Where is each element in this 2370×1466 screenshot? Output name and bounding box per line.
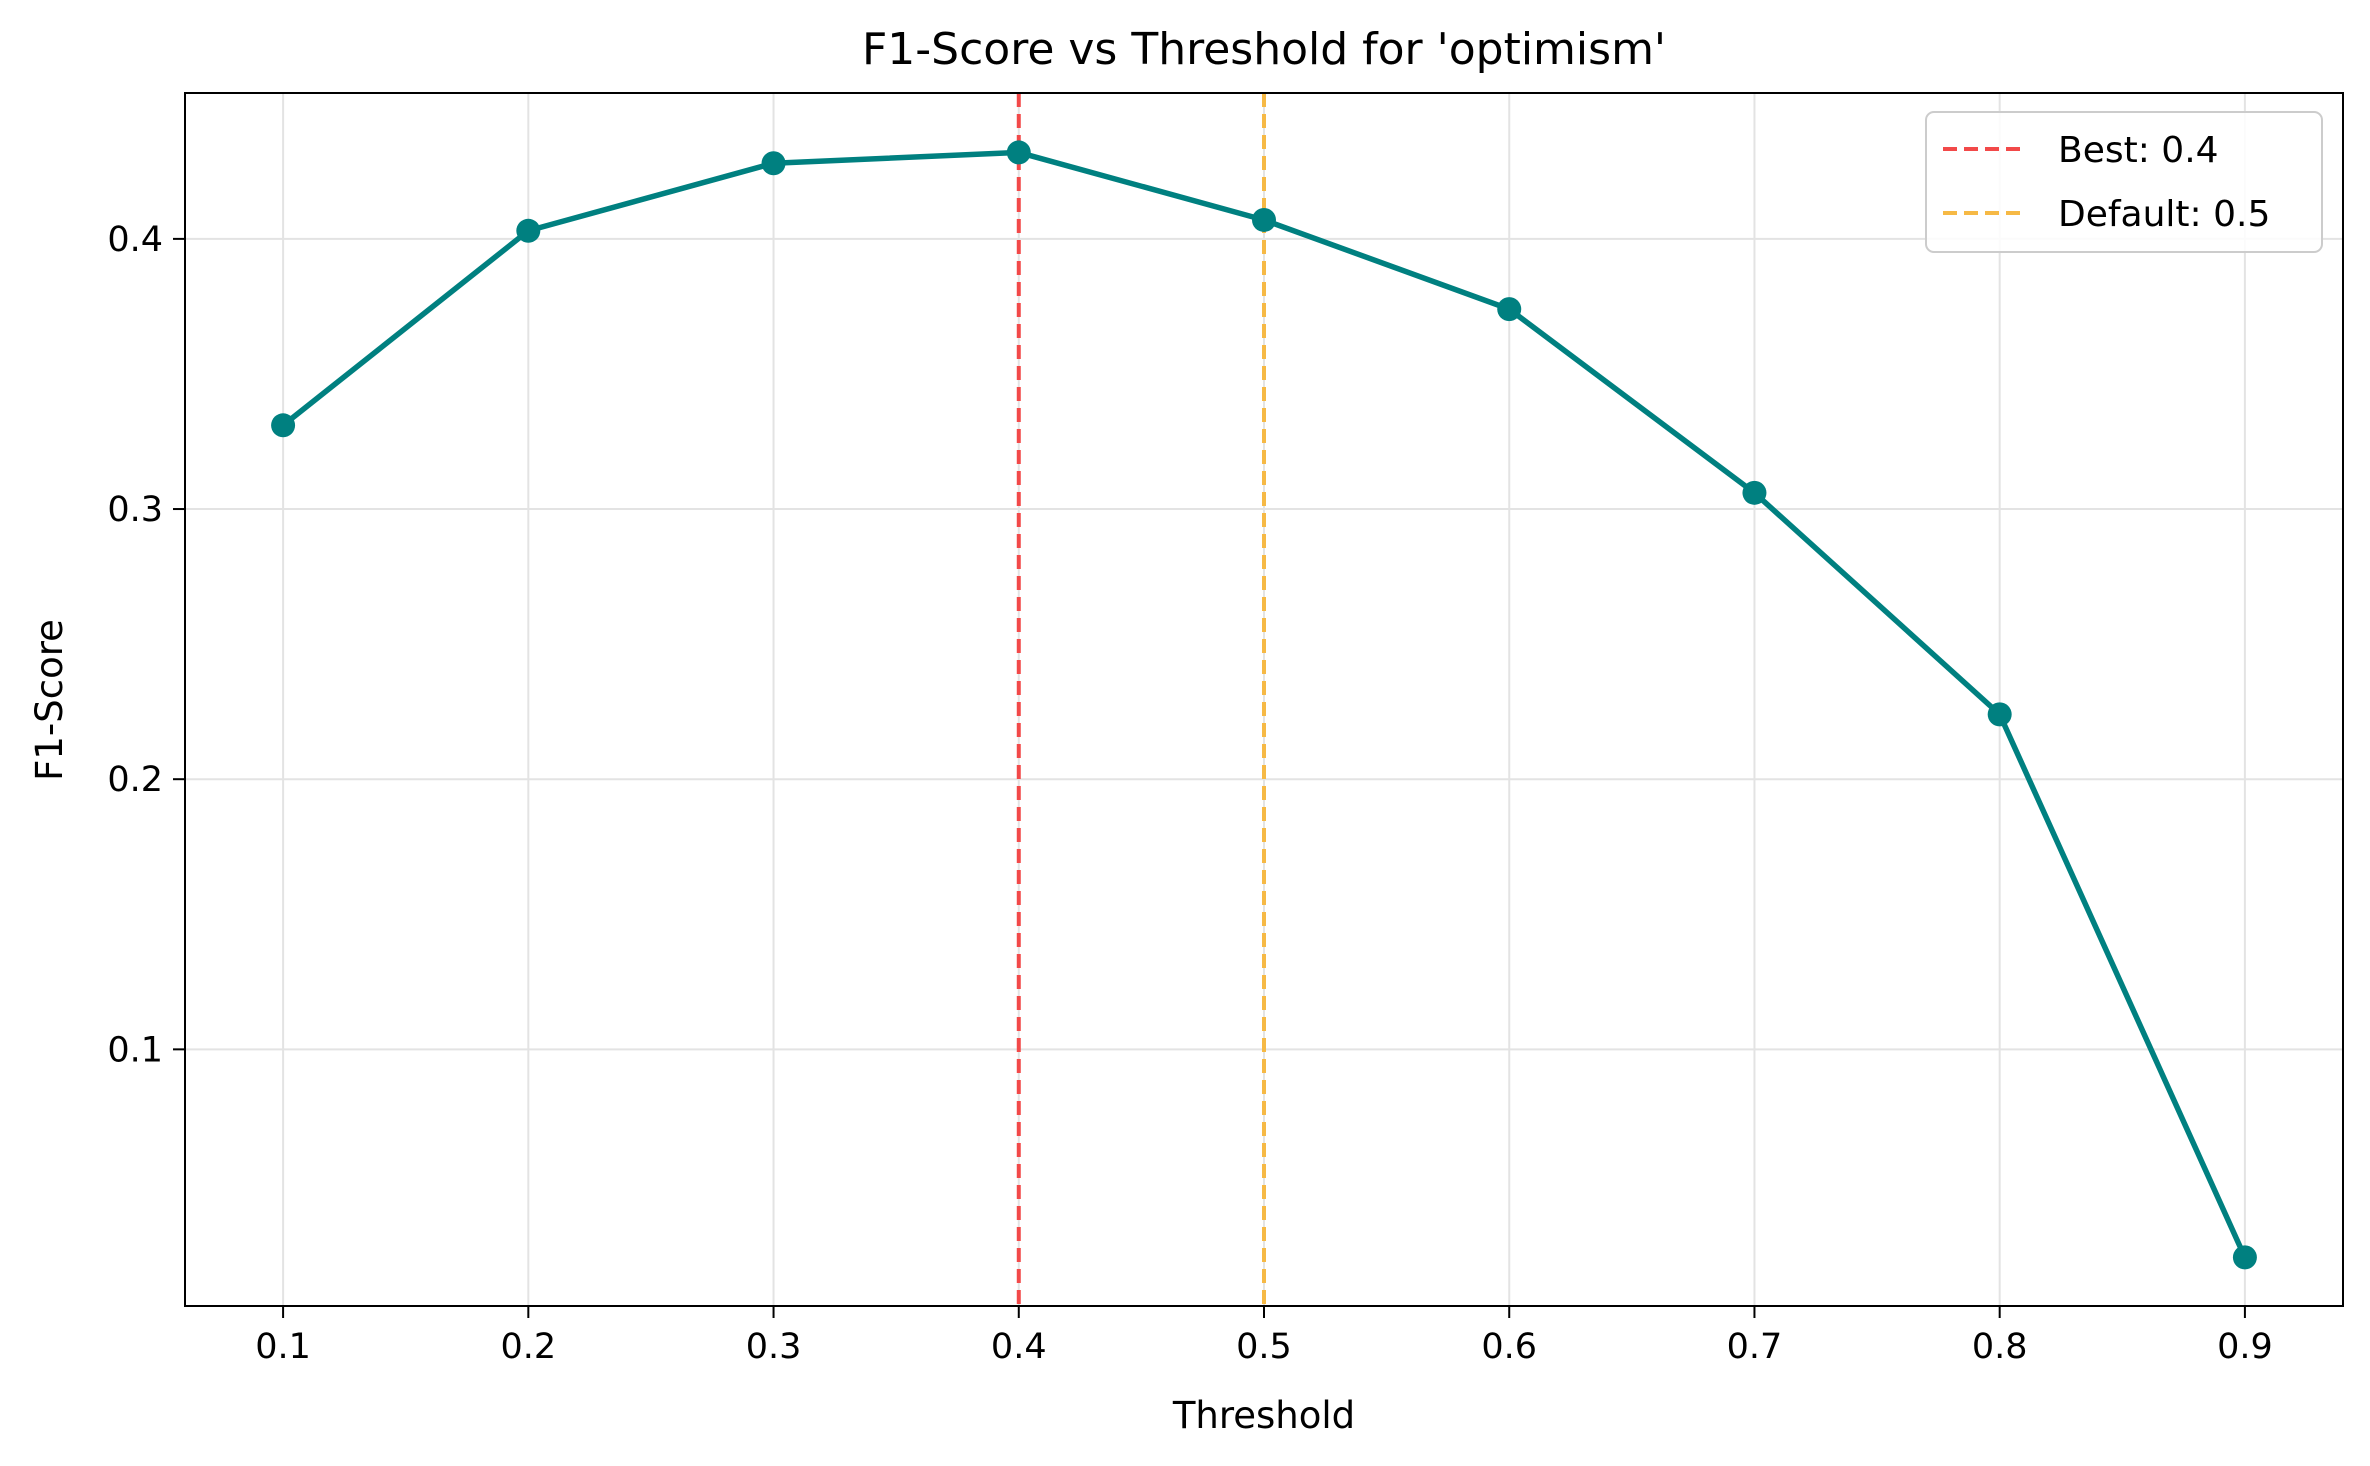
y-tick-label: 0.3 xyxy=(107,490,163,530)
legend-box xyxy=(1925,111,2323,253)
data-point xyxy=(1252,207,1276,232)
x-tick-label: 0.7 xyxy=(1727,1327,1783,1367)
reference-lines xyxy=(1016,93,1266,1306)
x-tick-label: 0.6 xyxy=(1481,1327,1537,1367)
y-tick-label: 0.2 xyxy=(107,760,163,800)
data-point xyxy=(271,413,296,438)
x-tick-label: 0.8 xyxy=(1972,1327,2028,1367)
data-point xyxy=(2232,1245,2257,1270)
y-axis-ticks: 0.1 0.2 0.3 0.4 xyxy=(107,220,185,1070)
x-tick-label: 0.9 xyxy=(2217,1327,2273,1367)
y-tick-label: 0.4 xyxy=(107,220,163,260)
data-point xyxy=(1497,297,1522,322)
x-axis-label: Threshold xyxy=(1172,1394,1355,1437)
series-layer xyxy=(271,140,2257,1270)
chart-title: F1-Score vs Threshold for 'optimism' xyxy=(862,24,1666,75)
x-tick-label: 0.3 xyxy=(746,1327,802,1367)
data-point xyxy=(516,218,541,243)
x-tick-label: 0.5 xyxy=(1236,1327,1292,1367)
x-tick-label: 0.1 xyxy=(255,1327,311,1367)
y-tick-label: 0.1 xyxy=(107,1030,163,1070)
legend-label-best: Best: 0.4 xyxy=(2058,130,2219,171)
data-point xyxy=(1006,140,1031,165)
data-point xyxy=(1742,480,1767,505)
legend: Best: 0.4 Default: 0.5 xyxy=(1925,111,2323,253)
y-axis-label: F1-Score xyxy=(28,619,71,781)
legend-label-default: Default: 0.5 xyxy=(2058,194,2270,235)
x-tick-label: 0.4 xyxy=(991,1327,1047,1367)
data-point xyxy=(1987,702,2012,727)
x-tick-label: 0.2 xyxy=(500,1327,556,1367)
x-axis-ticks: 0.1 0.2 0.3 0.4 0.5 0.6 0.7 0.8 0.9 xyxy=(255,1306,2273,1367)
data-point xyxy=(761,151,786,176)
